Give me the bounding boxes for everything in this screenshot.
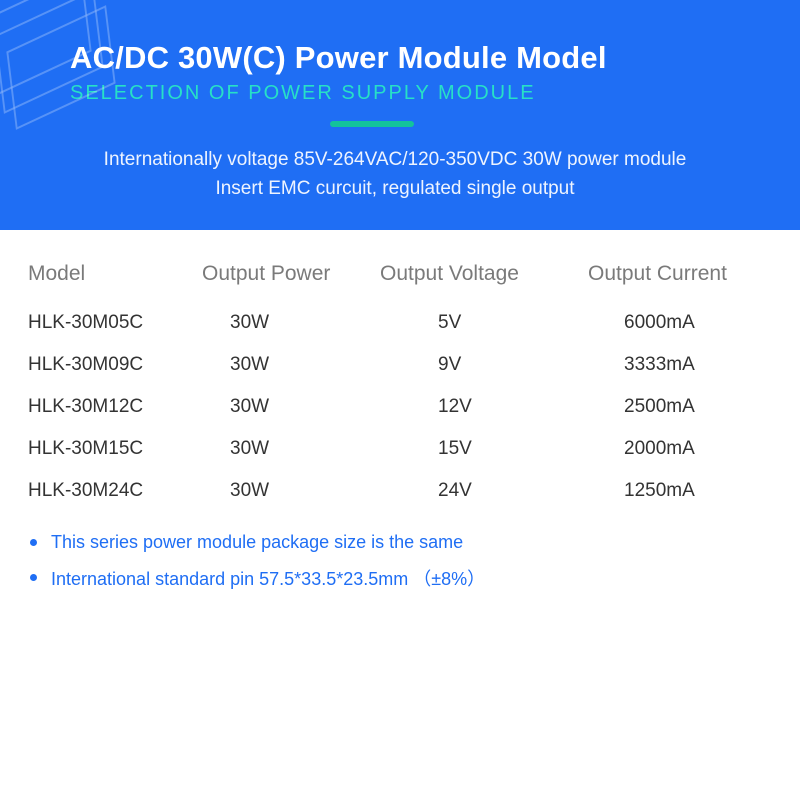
desc-line-2: Insert EMC curcuit, regulated single out… xyxy=(30,174,760,203)
subtitle: SELECTION OF POWER SUPPLY MODULE xyxy=(70,82,770,105)
table-cell: HLK-30M24C xyxy=(24,480,194,502)
table-cell: 6000mA xyxy=(584,312,764,334)
table-cell: 5V xyxy=(374,312,584,334)
col-header-current: Output Current xyxy=(584,262,764,286)
table-cell: HLK-30M15C xyxy=(24,438,194,460)
col-header-model: Model xyxy=(24,262,194,286)
page-root: AC/DC 30W(C) Power Module Model SELECTIO… xyxy=(0,0,800,800)
desc-line-1: Internationally voltage 85V-264VAC/120-3… xyxy=(30,145,760,174)
table-cell: 30W xyxy=(194,396,374,418)
table-row: HLK-30M12C30W12V2500mA xyxy=(24,386,776,428)
table-cell: 9V xyxy=(374,354,584,376)
main-title: AC/DC 30W(C) Power Module Model xyxy=(70,40,770,76)
table-cell: 3333mA xyxy=(584,354,764,376)
table-header-row: Model Output Power Output Voltage Output… xyxy=(24,256,776,302)
table-cell: 2500mA xyxy=(584,396,764,418)
table-body: HLK-30M05C30W5V6000mAHLK-30M09C30W9V3333… xyxy=(24,302,776,512)
spec-table: Model Output Power Output Voltage Output… xyxy=(0,230,800,512)
note-row: International standard pin 57.5*33.5*23.… xyxy=(30,559,770,597)
col-header-power: Output Power xyxy=(194,262,374,286)
header-banner: AC/DC 30W(C) Power Module Model SELECTIO… xyxy=(0,0,800,230)
notes-section: This series power module package size is… xyxy=(0,512,800,597)
table-row: HLK-30M05C30W5V6000mA xyxy=(24,302,776,344)
table-cell: 15V xyxy=(374,438,584,460)
table-cell: 2000mA xyxy=(584,438,764,460)
note-text: This series power module package size is… xyxy=(51,532,463,553)
table-cell: 30W xyxy=(194,312,374,334)
table-cell: 30W xyxy=(194,480,374,502)
bullet-icon xyxy=(30,539,37,546)
table-cell: 1250mA xyxy=(584,480,764,502)
note-row: This series power module package size is… xyxy=(30,526,770,559)
table-cell: HLK-30M12C xyxy=(24,396,194,418)
note-text: International standard pin 57.5*33.5*23.… xyxy=(51,565,485,591)
table-cell: 30W xyxy=(194,438,374,460)
table-cell: 30W xyxy=(194,354,374,376)
bullet-icon xyxy=(30,574,37,581)
col-header-voltage: Output Voltage xyxy=(374,262,584,286)
table-cell: HLK-30M05C xyxy=(24,312,194,334)
table-cell: HLK-30M09C xyxy=(24,354,194,376)
table-row: HLK-30M24C30W24V1250mA xyxy=(24,470,776,512)
table-row: HLK-30M09C30W9V3333mA xyxy=(24,344,776,386)
table-row: HLK-30M15C30W15V2000mA xyxy=(24,428,776,470)
table-cell: 12V xyxy=(374,396,584,418)
table-cell: 24V xyxy=(374,480,584,502)
description: Internationally voltage 85V-264VAC/120-3… xyxy=(30,145,760,204)
underline-bar xyxy=(330,121,414,127)
